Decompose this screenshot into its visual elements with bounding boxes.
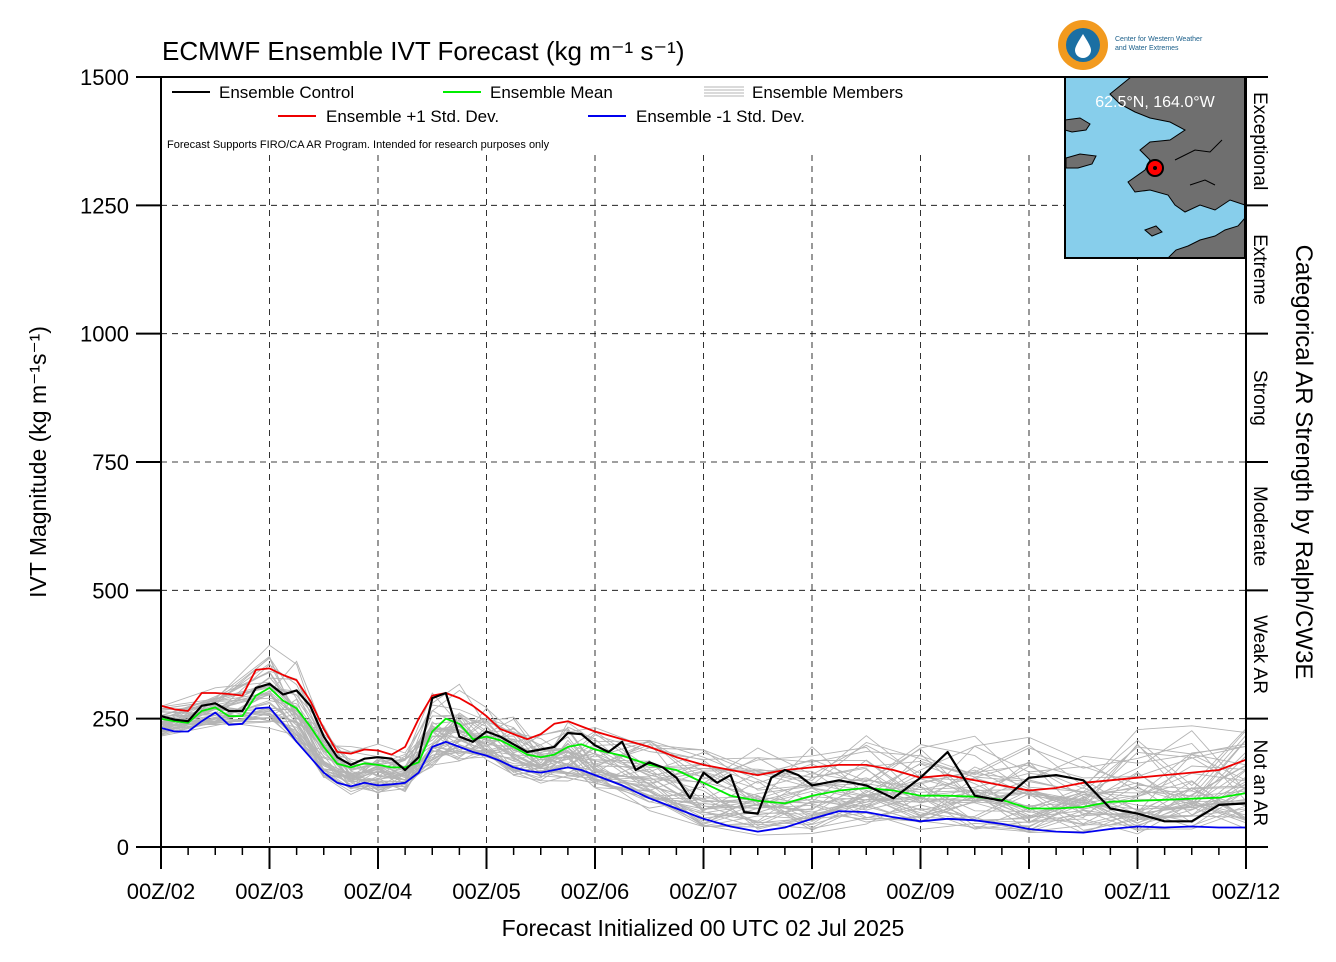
cw3e-logo: Center for Western Weather and Water Ext… — [1058, 20, 1203, 70]
category-label-5: Exceptional — [1249, 92, 1270, 190]
location-marker-dot-icon — [1153, 166, 1157, 170]
right-axis-label: Categorical AR Strength by Ralph/CW3E — [1290, 245, 1317, 680]
legend-label-control: Ensemble Control — [219, 83, 354, 102]
ensemble-member-line — [160, 698, 1247, 824]
x-tick-label-0: 00Z/02 — [127, 879, 196, 904]
series-line-ensemble-1-std-dev- — [160, 667, 1247, 792]
legend-label-members: Ensemble Members — [752, 83, 903, 102]
logo-text-line2: and Water Extremes — [1115, 45, 1179, 52]
x-tick-label-3: 00Z/05 — [452, 879, 521, 904]
legend-label-plus-std: Ensemble +1 Std. Dev. — [326, 107, 499, 126]
x-tick-label-2: 00Z/04 — [344, 879, 413, 904]
ensemble-member-line — [160, 692, 1247, 832]
category-label-2: Moderate — [1249, 486, 1270, 566]
category-label-1: Weak AR — [1249, 615, 1270, 694]
x-tick-label-9: 00Z/11 — [1104, 879, 1171, 904]
x-axis-label: Forecast Initialized 00 UTC 02 Jul 2025 — [502, 915, 905, 941]
inset-land — [1064, 76, 1246, 259]
x-tick-label-5: 00Z/07 — [669, 879, 738, 904]
logo-text-line1: Center for Western Weather — [1115, 36, 1203, 43]
ensemble-member-line — [160, 670, 1247, 793]
series-line-ensemble-1-std-dev- — [160, 706, 1246, 834]
x-tick-label-1: 00Z/03 — [235, 879, 304, 904]
y-tick-label-4: 1000 — [80, 322, 129, 347]
legend-label-mean: Ensemble Mean — [490, 83, 613, 102]
series-line-ensemble-control — [160, 682, 1247, 823]
category-label-4: Extreme — [1249, 234, 1270, 305]
y-tick-label-5: 1250 — [80, 193, 129, 218]
series-lines — [160, 667, 1247, 834]
category-label-3: Strong — [1249, 370, 1270, 426]
grid — [161, 155, 1246, 847]
ensemble-member-line — [160, 708, 1247, 833]
y-tick-label-2: 500 — [92, 578, 129, 603]
x-tick-label-4: 00Z/06 — [561, 879, 630, 904]
disclaimer-note: Forecast Supports FIRO/CA AR Program. In… — [167, 139, 550, 151]
y-tick-label-1: 250 — [92, 707, 129, 732]
legend-label-minus-std: Ensemble -1 Std. Dev. — [636, 107, 805, 126]
x-tick-label-6: 00Z/08 — [778, 879, 847, 904]
chart-title: ECMWF Ensemble IVT Forecast (kg m⁻¹ s⁻¹) — [162, 36, 684, 66]
category-label-0: Not an AR — [1249, 740, 1270, 827]
x-tick-label-7: 00Z/09 — [886, 879, 955, 904]
legend: Ensemble Control Ensemble Mean Ensemble … — [167, 83, 903, 151]
water-drop-icon — [1075, 34, 1091, 58]
inset-location-label: 62.5°N, 164.0°W — [1095, 94, 1215, 111]
inset-frame — [1064, 76, 1246, 259]
y-tick-label-6: 1500 — [80, 65, 129, 90]
axes: 0 250 500 750 1000 1250 1500 00Z/02 00Z/03 00Z/04… — [80, 65, 1280, 904]
y-tick-label-0: 0 — [117, 835, 129, 860]
y-tick-label-3: 750 — [92, 450, 129, 475]
inset-map: 62.5°N, 164.0°W — [1064, 76, 1246, 259]
ensemble-member-line — [160, 692, 1247, 817]
ensemble-member-line — [160, 713, 1247, 831]
legend-swatch-members — [704, 86, 744, 97]
x-tick-label-10: 00Z/12 — [1212, 879, 1281, 904]
x-tick-label-8: 00Z/10 — [995, 879, 1064, 904]
y-axis-label: IVT Magnitude (kg m⁻¹s⁻¹) — [25, 326, 51, 598]
